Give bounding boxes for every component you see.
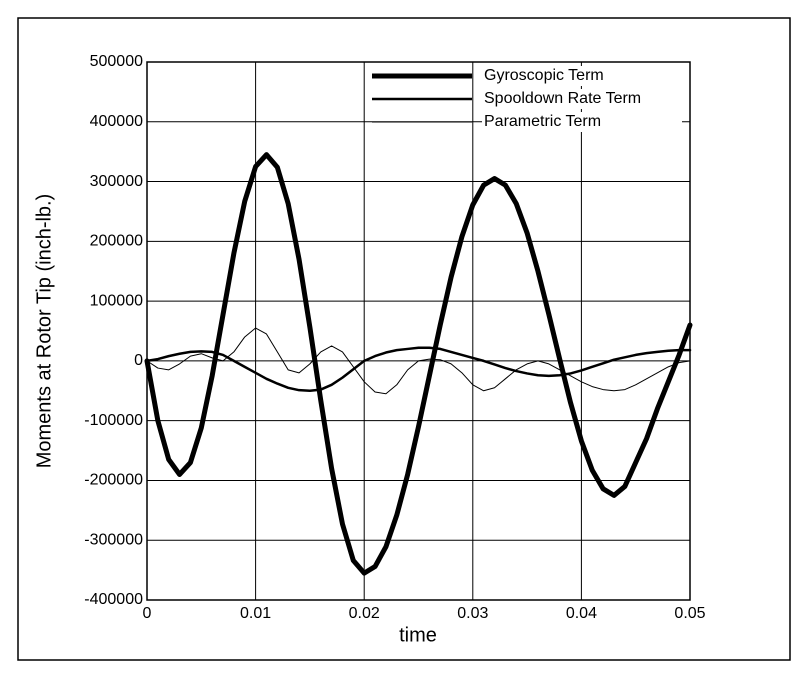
plot-area — [146, 61, 691, 601]
y-tick-label: -300000 — [84, 531, 143, 548]
y-tick-label: -200000 — [84, 472, 143, 489]
legend-label: Spooldown Rate Term — [484, 90, 641, 107]
legend-label: Gyroscopic Term — [484, 67, 604, 84]
legend-bg — [482, 66, 682, 86]
y-tick-label: 100000 — [90, 292, 143, 309]
x-tick-label: 0.04 — [566, 605, 597, 622]
legend-bg — [482, 89, 682, 109]
y-tick-label: -400000 — [84, 591, 143, 608]
legend-label: Parametric Term — [484, 113, 601, 130]
y-tick-label: 200000 — [90, 233, 143, 250]
legend-bg — [482, 112, 682, 132]
y-tick-label: 300000 — [90, 173, 143, 190]
series-line — [144, 152, 693, 576]
series-line — [146, 327, 691, 395]
x-tick-label: 0 — [143, 605, 152, 622]
series-line — [145, 346, 692, 393]
frame — [17, 17, 791, 661]
y-axis-label: Moments at Rotor Tip (inch-lb.) — [33, 194, 55, 469]
y-tick-label: 400000 — [90, 113, 143, 130]
x-tick-label: 0.05 — [674, 605, 705, 622]
x-tick-label: 0.01 — [240, 605, 271, 622]
x-tick-label: 0.02 — [349, 605, 380, 622]
x-tick-label: 0.03 — [457, 605, 488, 622]
y-tick-label: -100000 — [84, 412, 143, 429]
x-axis-label: time — [399, 624, 437, 646]
y-tick-label: 0 — [134, 352, 143, 369]
y-tick-label: 500000 — [90, 53, 143, 70]
